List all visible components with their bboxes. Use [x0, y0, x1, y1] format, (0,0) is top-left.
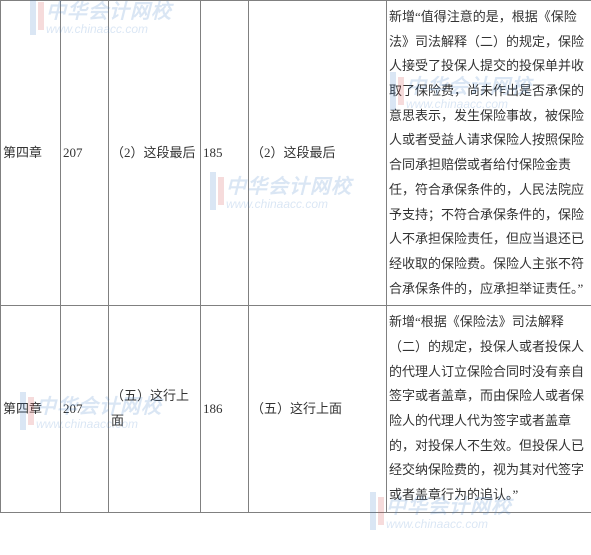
- cell-location-a: （五）这行上面: [109, 306, 201, 513]
- comparison-table: 第四章 207 （2）这段最后 185 （2）这段最后 新增“值得注意的是，根据…: [0, 0, 591, 513]
- cell-chapter: 第四章: [1, 306, 61, 513]
- cell-page-b: 186: [201, 306, 249, 513]
- table-row: 第四章 207 （五）这行上面 186 （五）这行上面 新增“根据《保险法》司法…: [1, 306, 591, 513]
- cell-content: 新增“根据《保险法》司法解释（二）的规定，投保人或者投保人的代理人订立保险合同时…: [387, 306, 591, 513]
- cell-location-b: （2）这段最后: [249, 1, 387, 306]
- table-row: 第四章 207 （2）这段最后 185 （2）这段最后 新增“值得注意的是，根据…: [1, 1, 591, 306]
- cell-location-a: （2）这段最后: [109, 1, 201, 306]
- watermark-en: www.chinaacc.com: [386, 517, 512, 531]
- cell-chapter: 第四章: [1, 1, 61, 306]
- cell-content: 新增“值得注意的是，根据《保险法》司法解释（二）的规定，保险人接受了投保人提交的…: [387, 1, 591, 306]
- cell-page-b: 185: [201, 1, 249, 306]
- cell-page-a: 207: [61, 1, 109, 306]
- cell-location-b: （五）这行上面: [249, 306, 387, 513]
- cell-page-a: 207: [61, 306, 109, 513]
